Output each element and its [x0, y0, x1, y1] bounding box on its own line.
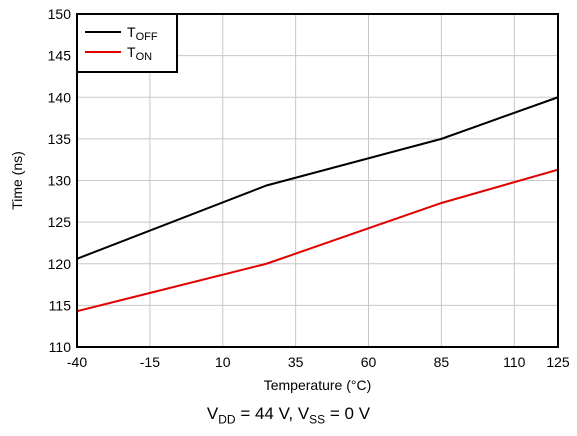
- x-tick-label: 125: [546, 354, 570, 370]
- y-tick-label: 145: [48, 48, 72, 64]
- x-axis-title: Temperature (°C): [264, 377, 372, 393]
- caption-vss-symbol: V: [297, 404, 310, 423]
- x-tick-label: 10: [215, 354, 231, 370]
- x-tick-label: 110: [503, 354, 526, 370]
- caption-vdd-symbol: V: [206, 404, 219, 423]
- y-tick-labels: 110 115 120 125 130 135 140 145 150: [48, 6, 72, 355]
- grid-lines: [77, 14, 558, 347]
- y-tick-label: 110: [49, 339, 72, 355]
- y-tick-label: 135: [48, 131, 72, 147]
- conditions-caption: VDD = 44 V, VSS = 0 V: [0, 404, 577, 426]
- y-tick-label: 120: [48, 256, 72, 272]
- y-tick-label: 140: [48, 89, 72, 105]
- legend-label-toff: TOFF: [127, 24, 158, 43]
- series-line-toff: [76, 96, 559, 260]
- legend-label-ton: TON: [127, 44, 152, 63]
- y-tick-label: 115: [49, 297, 72, 313]
- caption-vss-subscript: SS: [309, 412, 326, 427]
- caption-vss-value: = 0 V: [325, 404, 371, 423]
- plot-frame: [76, 13, 559, 348]
- y-tick-label: 125: [48, 214, 72, 230]
- x-tick-label: 35: [288, 354, 304, 370]
- x-tick-label: 60: [361, 354, 377, 370]
- series-layer: [76, 96, 559, 313]
- caption-vdd-subscript: DD: [218, 412, 236, 427]
- series-line-ton: [76, 168, 559, 313]
- y-tick-label: 130: [48, 173, 72, 189]
- x-tick-label: -40: [67, 354, 87, 370]
- x-tick-label: 85: [434, 354, 450, 370]
- x-tick-label: -15: [140, 354, 160, 370]
- legend-box: [76, 13, 178, 73]
- caption-vdd-value: = 44 V,: [235, 404, 298, 423]
- x-tick-labels: -40 -15 10 35 60 85 110 125: [67, 354, 570, 370]
- y-tick-label: 150: [48, 6, 72, 22]
- y-axis-title: Time (ns): [9, 151, 25, 210]
